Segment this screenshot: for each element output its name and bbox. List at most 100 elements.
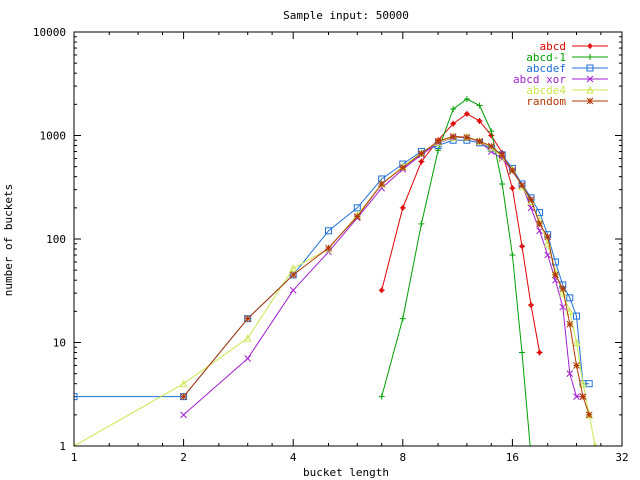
data-point <box>434 137 442 145</box>
data-point <box>573 312 581 320</box>
data-point <box>353 204 361 212</box>
marker-square <box>573 312 581 320</box>
data-point <box>518 181 526 189</box>
marker-triangle <box>565 307 574 315</box>
data-point <box>566 370 574 378</box>
data-point <box>528 302 535 309</box>
marker-stroke <box>585 411 593 419</box>
y-tick-label: 1000 <box>40 130 67 143</box>
data-point <box>566 320 574 328</box>
plot-frame <box>73 31 623 447</box>
marker-stroke <box>559 303 567 311</box>
marker-square <box>324 227 332 235</box>
marker-dot <box>379 288 384 293</box>
marker-stroke <box>378 180 386 188</box>
data-point <box>536 220 543 228</box>
data-point <box>418 150 425 157</box>
data-point <box>289 271 297 279</box>
chart-title: Sample input: 50000 <box>283 9 409 22</box>
data-point <box>289 264 298 272</box>
marker-dot <box>477 118 482 124</box>
data-point <box>243 334 252 342</box>
marker-stroke <box>536 220 543 228</box>
marker-triangle <box>586 85 594 94</box>
data-point <box>579 379 587 388</box>
marker-square <box>566 294 574 302</box>
x-tick-label: 1 <box>71 451 78 464</box>
marker-dot <box>587 43 593 49</box>
series-layer <box>74 96 598 446</box>
data-point <box>74 393 78 401</box>
data-point <box>476 118 483 125</box>
series-line <box>183 136 583 416</box>
data-point <box>509 185 516 192</box>
marker-stroke <box>476 137 483 145</box>
x-tick-label: 16 <box>506 451 519 464</box>
data-point <box>449 133 457 140</box>
data-point <box>585 380 593 388</box>
marker-stroke <box>509 167 516 174</box>
marker-square <box>586 64 594 72</box>
data-point <box>450 106 457 113</box>
data-point <box>378 180 386 188</box>
marker-stroke <box>325 244 332 252</box>
data-point <box>518 349 525 356</box>
data-point <box>476 102 483 109</box>
data-point <box>587 54 593 60</box>
data-point <box>585 411 593 419</box>
data-point <box>565 307 574 315</box>
marker-stroke <box>353 213 361 220</box>
marker-stroke <box>586 75 594 83</box>
marker-triangle <box>579 379 587 388</box>
data-point <box>518 243 525 250</box>
legend-item: abcd-1 <box>526 51 608 64</box>
legend-label: abcdef <box>526 62 566 75</box>
marker-stroke <box>180 411 187 419</box>
data-point <box>573 393 580 400</box>
marker-triangle <box>572 338 581 346</box>
marker-stroke <box>289 286 297 294</box>
data-point <box>573 362 580 369</box>
marker-stroke <box>586 97 594 105</box>
series-line <box>381 98 531 446</box>
data-point <box>399 204 406 211</box>
legend-label: abcd xor <box>513 73 566 86</box>
data-point <box>509 167 516 174</box>
data-point <box>399 164 407 171</box>
data-point <box>353 213 361 220</box>
data-point <box>418 158 425 165</box>
data-point <box>378 393 385 400</box>
marker-stroke <box>566 370 574 378</box>
data-point <box>586 97 594 105</box>
marker-triangle <box>243 334 252 342</box>
data-point <box>527 196 535 204</box>
data-point <box>558 288 567 297</box>
y-tick-label: 10 <box>53 337 66 350</box>
data-point <box>463 96 470 103</box>
data-point <box>566 294 574 302</box>
marker-dot <box>510 186 515 191</box>
marker-dot <box>537 350 542 355</box>
data-point <box>586 75 594 83</box>
marker-stroke <box>527 196 535 204</box>
marker-stroke <box>399 164 407 171</box>
marker-stroke <box>463 133 471 141</box>
data-point <box>244 315 252 323</box>
data-point <box>572 338 581 346</box>
marker-stroke <box>566 320 574 328</box>
y-tick-label: 10000 <box>33 26 66 39</box>
marker-dot <box>528 302 534 308</box>
marker-dot <box>464 111 470 116</box>
marker-dot <box>419 159 424 164</box>
marker-stroke <box>244 355 252 362</box>
data-point <box>544 251 552 259</box>
marker-square <box>536 209 544 217</box>
data-point <box>586 64 594 72</box>
x-tick-label: 2 <box>180 451 187 464</box>
data-point <box>450 120 457 127</box>
data-point <box>418 220 425 227</box>
data-point <box>509 252 516 259</box>
data-point <box>399 315 406 322</box>
